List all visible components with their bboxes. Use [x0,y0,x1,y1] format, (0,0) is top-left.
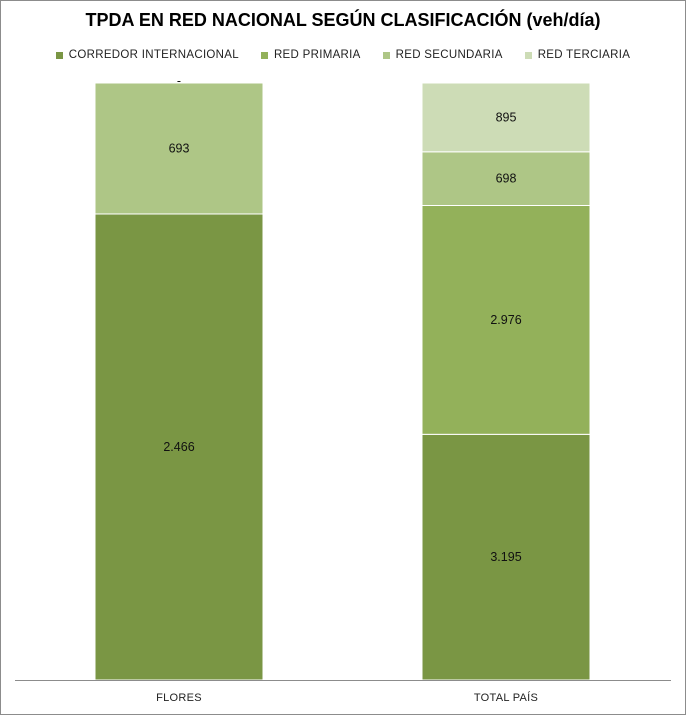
data-label: - [177,74,181,88]
chart-title: TPDA EN RED NACIONAL SEGÚN CLASIFICACIÓN… [85,10,601,30]
data-label: 2.976 [490,313,521,327]
legend-swatch [55,51,63,59]
legend-label: RED PRIMARIA [273,49,361,61]
bar-segment-red-secundaria-0 [94,82,264,215]
data-label: 3.195 [490,550,521,564]
bar-segment-red-primaria-1 [421,204,591,435]
legend-label: RED TERCIARIA [537,49,631,61]
bar-segment-red-secundaria-1 [421,151,591,206]
legend-label: RED SECUNDARIA [395,49,503,61]
legend-swatch [382,51,390,59]
legend: CORREDOR INTERNACIONAL RED PRIMARIA RED … [0,47,686,63]
x-tick-label: FLORES [156,692,202,704]
bar-segment-red-terciaria-1 [421,82,591,153]
legend-item-red-terciaria: RED TERCIARIA [524,47,631,63]
bar-segment-corredor-internacional-1 [421,433,591,681]
legend-item-red-secundaria: RED SECUNDARIA [382,47,503,63]
legend-item-corredor-internacional: CORREDOR INTERNACIONAL [55,47,239,63]
legend-item-red-primaria: RED PRIMARIA [260,47,361,63]
data-label: 698 [496,172,517,186]
data-label: 895 [496,110,517,124]
x-tick-label: TOTAL PAÍS [474,691,538,704]
legend-label: CORREDOR INTERNACIONAL [68,49,239,61]
legend-swatch [524,51,532,59]
data-label: 693 [169,141,190,155]
data-label: 2.466 [163,440,194,454]
bar-segment-corredor-internacional-0 [94,213,264,681]
legend-swatch [260,51,268,59]
